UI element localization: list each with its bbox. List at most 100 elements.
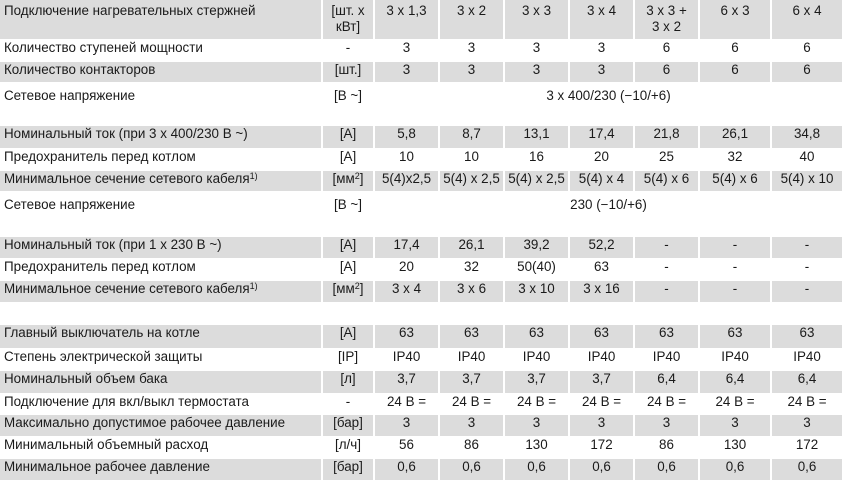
row-unit-text: [В ~]	[334, 196, 362, 212]
row-value: 3	[504, 414, 570, 437]
row-value: 6	[699, 39, 772, 62]
row-label: Подключение для вкл/выкл термостата	[0, 393, 323, 415]
row-unit: [В ~]	[322, 191, 375, 237]
row-value: 3	[439, 414, 505, 437]
row-label-text: Минимальный объемный расход	[4, 436, 209, 452]
row-unit-text: -	[345, 39, 351, 55]
row-label-text: Минимальное рабочее давление	[4, 458, 210, 474]
row-label-text: Главный выключатель на котле	[4, 324, 200, 340]
row-value: IP40	[374, 348, 440, 371]
row-unit-text: [IP]	[337, 348, 359, 364]
row-value: 24 B =	[439, 393, 505, 415]
row-value: 5(4) x 2,5	[504, 170, 570, 192]
header-col-6: 6 x 3	[699, 0, 772, 40]
row-unit: [IP]	[322, 348, 375, 371]
row-label-text: Минимальное сечение сетевого кабеля	[4, 280, 250, 296]
row-value: 16	[504, 148, 570, 171]
row-value: 10	[374, 148, 440, 171]
row-unit-text: [мм	[332, 280, 355, 296]
row-value: 5(4) x 4	[569, 170, 635, 192]
table-row: Минимальное сечение сетевого кабеля1) [мм…	[0, 170, 843, 192]
row-value: 86	[634, 436, 700, 459]
row-label: Предохранитель перед котлом	[0, 148, 323, 171]
table-row: Минимальное сечение сетевого кабеля1) [мм…	[0, 280, 843, 303]
row-value: 10	[439, 148, 505, 171]
row-value: -	[771, 236, 843, 259]
row-value: 3	[374, 414, 440, 437]
footnote-marker: 1)	[249, 170, 258, 181]
unit-bracket: ]	[359, 170, 364, 186]
row-value: 0,6	[634, 458, 700, 481]
row-value: 63	[699, 324, 772, 349]
table-row: Количество контакторов [шт.] 3 3 3 3 6 6 6	[0, 61, 843, 83]
row-value: 6	[771, 61, 843, 83]
row-value: IP40	[699, 348, 772, 371]
row-value: 34,8	[771, 125, 843, 149]
row-label: Минимальное сечение сетевого кабеля1)	[0, 170, 323, 192]
row-value: 24 B =	[634, 393, 700, 415]
row-unit-text: -	[345, 393, 351, 409]
row-unit-text: [бар]	[333, 458, 363, 474]
row-value: 32	[699, 148, 772, 171]
row-value: 20	[569, 148, 635, 171]
row-unit-text: [A]	[339, 125, 357, 141]
row-value: IP40	[771, 348, 843, 371]
table-row: Номинальный ток (при 1 x 230 В ~) [A] 17,4…	[0, 236, 843, 259]
table-row: Номинальный объем бака [л] 3,7 3,7 3,7 3,7 6,4…	[0, 370, 843, 394]
unit-superscript: 2	[354, 280, 360, 291]
table-row: Степень электрической защиты [IP] IP40 IP40…	[0, 348, 843, 371]
row-label: Сетевое напряжение	[0, 82, 323, 126]
row-value: 6	[699, 61, 772, 83]
row-value: -	[634, 258, 700, 281]
header-col-3: 3 x 3	[504, 0, 570, 40]
row-value: -	[771, 280, 843, 303]
table-row: Сетевое напряжение [В ~] 230 (−10/+6)	[0, 191, 843, 237]
row-value: 52,2	[569, 236, 635, 259]
row-value: -	[699, 236, 772, 259]
row-value: 63	[569, 324, 635, 349]
row-value: 63	[504, 324, 570, 349]
row-value: 3	[634, 414, 700, 437]
row-value: 17,4	[374, 236, 440, 259]
row-label-text: Сетевое напряжение	[4, 87, 136, 103]
row-value: 0,6	[439, 458, 505, 481]
table-row: Минимальное рабочее давление [бар] 0,6 0,6 0…	[0, 458, 843, 481]
unit-bracket: ]	[359, 280, 364, 296]
table-row: Главный выключатель на котле [A] 63 63 63 63 6…	[0, 324, 843, 349]
row-unit: [В ~]	[322, 82, 375, 126]
row-value: IP40	[504, 348, 570, 371]
row-label: Номинальный ток (при 3 x 400/230 В ~)	[0, 125, 323, 149]
row-unit: [A]	[322, 258, 375, 281]
table-row: Сетевое напряжение [В ~] 3 x 400/230 (−10/…	[0, 82, 843, 126]
row-value: 3	[439, 61, 505, 83]
row-value: IP40	[439, 348, 505, 371]
row-unit: [A]	[322, 125, 375, 149]
header-col-4: 3 x 4	[569, 0, 635, 40]
header-col-7: 6 x 4	[771, 0, 843, 40]
row-value: 3	[569, 39, 635, 62]
row-value: 3 x 4	[374, 280, 440, 303]
row-value: 6,4	[699, 370, 772, 394]
row-label: Минимальный объемный расход	[0, 436, 323, 459]
row-value: 86	[439, 436, 505, 459]
row-value: 8,7	[439, 125, 505, 149]
row-value: 6	[634, 39, 700, 62]
header-col-2: 3 x 2	[439, 0, 505, 40]
row-label: Степень электрической защиты	[0, 348, 323, 371]
row-unit: [л]	[322, 370, 375, 394]
row-label-text: Номинальный ток (при 1 x 230 В ~)	[4, 236, 222, 252]
row-value: IP40	[634, 348, 700, 371]
row-unit-text: [A]	[339, 258, 357, 274]
row-unit-text: [л/ч]	[335, 436, 361, 452]
row-value: 3	[569, 414, 635, 437]
row-value: 3,7	[504, 370, 570, 394]
row-value: 3	[771, 414, 843, 437]
row-value: 3	[504, 39, 570, 62]
row-unit-text: [л]	[340, 370, 356, 386]
footnote-marker: 1)	[249, 280, 258, 291]
row-value: 0,6	[771, 458, 843, 481]
row-unit-text: [шт.]	[334, 61, 362, 77]
row-value: 5(4) x 6	[699, 170, 772, 192]
row-value: 25	[634, 148, 700, 171]
row-unit: [мм2]	[322, 170, 375, 192]
